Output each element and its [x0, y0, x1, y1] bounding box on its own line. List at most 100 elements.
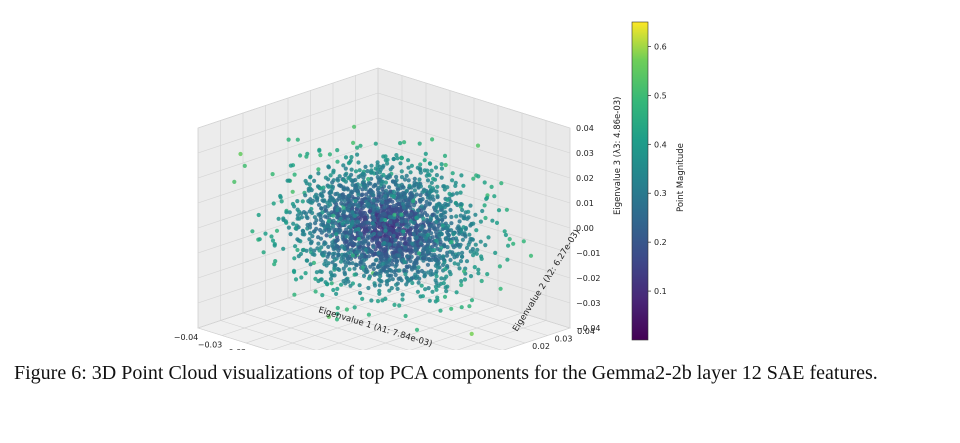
data-point — [399, 175, 405, 180]
data-point — [321, 199, 326, 204]
data-point — [457, 266, 462, 271]
data-point — [335, 266, 340, 272]
grid-line — [310, 290, 502, 350]
data-point — [371, 208, 376, 213]
data-point — [370, 221, 375, 226]
data-point — [403, 313, 408, 319]
data-point — [330, 273, 335, 278]
data-point — [335, 159, 340, 164]
data-point — [330, 243, 335, 248]
data-point — [336, 253, 341, 258]
data-point — [472, 265, 477, 270]
data-point — [432, 248, 437, 253]
data-point — [413, 228, 418, 233]
data-point — [325, 254, 330, 259]
data-point — [470, 247, 475, 252]
data-point — [420, 294, 425, 299]
data-point — [445, 245, 450, 250]
data-point — [295, 199, 300, 204]
data-point — [321, 253, 326, 258]
z-tick-label: 0.04 — [576, 124, 594, 133]
data-point — [426, 228, 431, 233]
data-point — [489, 184, 494, 189]
data-point — [391, 179, 396, 184]
data-point — [263, 231, 268, 236]
data-point — [341, 266, 346, 271]
data-point — [422, 188, 427, 194]
data-point — [261, 250, 266, 255]
data-point — [284, 210, 289, 215]
data-point — [326, 244, 331, 249]
data-point — [431, 176, 436, 181]
data-point — [366, 220, 371, 225]
data-point — [442, 187, 447, 192]
z-tick-label: 0.01 — [576, 199, 594, 208]
data-point — [478, 219, 483, 224]
data-point — [430, 137, 435, 142]
data-point — [363, 247, 368, 252]
data-point — [391, 233, 396, 239]
data-point — [399, 219, 404, 224]
data-point — [459, 305, 464, 310]
data-point — [433, 257, 438, 262]
data-point — [348, 229, 353, 234]
data-point — [328, 173, 333, 178]
data-point — [342, 260, 348, 265]
data-point — [418, 170, 423, 175]
data-point — [304, 258, 309, 263]
data-point — [416, 280, 421, 285]
grid-line — [377, 117, 571, 179]
data-point — [485, 272, 490, 277]
data-point — [369, 170, 374, 175]
data-point — [286, 225, 291, 230]
data-point — [380, 200, 385, 205]
data-point — [382, 240, 387, 246]
grid-line — [332, 282, 526, 344]
data-point — [232, 179, 237, 184]
data-point — [326, 165, 331, 170]
data-point — [403, 245, 408, 250]
data-point — [326, 229, 332, 234]
data-point — [407, 183, 412, 188]
data-point — [458, 213, 463, 218]
data-point — [415, 289, 420, 294]
data-point — [353, 185, 358, 190]
data-point — [479, 278, 484, 284]
data-point — [409, 163, 414, 168]
data-point — [358, 290, 363, 296]
data-point — [442, 294, 448, 299]
data-point — [405, 254, 410, 259]
data-point — [319, 206, 324, 211]
data-point — [310, 234, 315, 239]
colorbar-tick-label: 0.6 — [654, 42, 667, 51]
data-point — [455, 226, 460, 231]
data-point — [362, 204, 367, 209]
data-point — [385, 161, 390, 166]
data-point — [414, 215, 419, 220]
data-point — [347, 267, 352, 272]
data-point — [461, 183, 466, 188]
data-point — [356, 174, 361, 180]
z-tick-label: −0.04 — [576, 324, 601, 333]
data-point — [323, 241, 328, 246]
data-point — [371, 204, 376, 209]
data-point — [338, 216, 343, 222]
data-point — [423, 203, 428, 208]
data-point — [417, 177, 422, 182]
data-point — [349, 167, 354, 172]
data-point — [331, 218, 336, 223]
data-point — [442, 215, 448, 220]
data-point — [338, 228, 343, 233]
data-point — [342, 209, 347, 215]
data-point — [446, 202, 451, 207]
data-point — [444, 289, 449, 294]
data-point — [419, 204, 424, 209]
data-point — [314, 192, 319, 197]
data-point — [430, 235, 435, 240]
data-point — [366, 312, 371, 317]
grid-line — [197, 67, 379, 129]
data-point — [434, 173, 439, 178]
data-point — [335, 305, 340, 311]
data-point — [326, 223, 331, 228]
data-point — [443, 210, 448, 215]
